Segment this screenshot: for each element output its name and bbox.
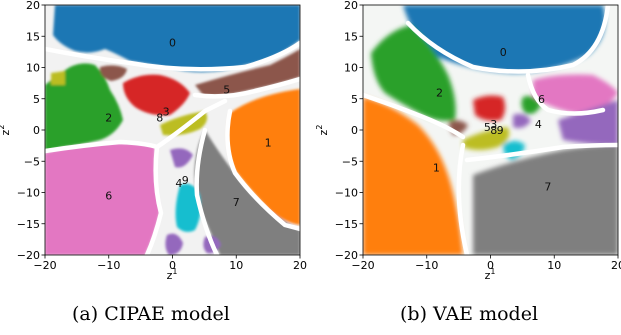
panel-b-ylabel: z2 (315, 125, 330, 136)
caption-b: (b) VAE model (400, 303, 539, 325)
class-label-3: 3 (490, 118, 497, 131)
panel-a-regions (45, 5, 300, 255)
region-b-8 (463, 127, 510, 150)
class-label-1: 1 (433, 162, 440, 175)
region-a-3 (123, 74, 190, 116)
panel-b-xlabel: z1 (485, 267, 496, 282)
class-label-8: 8 (490, 124, 497, 137)
x-tick-label: 0 (487, 259, 494, 272)
region-a-8b (51, 71, 65, 85)
class-label-2: 2 (436, 87, 443, 100)
y-tick-label: −10 (335, 187, 358, 200)
y-tick-label: −5 (342, 155, 358, 168)
class-label-0: 0 (500, 46, 507, 59)
y-tick-label: −10 (17, 187, 40, 200)
x-tick-label: 20 (611, 259, 621, 272)
region-a-9 (175, 183, 201, 232)
class-label-1: 1 (265, 137, 272, 150)
x-tick-label: 20 (293, 259, 307, 272)
panel-b-regions (363, 5, 618, 255)
panel-b-class-labels: 0 1 2 3 4 5 6 7 8 9 (433, 46, 552, 193)
y-tick-label: −5 (24, 155, 40, 168)
region-a-5 (195, 49, 300, 96)
region-a-2 (45, 63, 123, 151)
y-tick-label: 10 (26, 62, 40, 75)
y-tick-label: −20 (17, 249, 40, 262)
y-tick-label: 0 (33, 124, 40, 137)
x-tick-label: −10 (97, 259, 120, 272)
caption-a: (a) CIPAE model (72, 303, 230, 325)
class-label-9: 9 (182, 174, 189, 187)
region-b-3 (473, 95, 506, 121)
panel-a-ylabel: z2 (0, 125, 12, 136)
region-a-0 (53, 5, 300, 73)
panel-b: −20 −10 0 10 20 −20 −15 −10 −5 0 5 10 15 20 0 1 2 3 4 5 6 7 8… (315, 0, 621, 282)
region-a-7 (194, 130, 300, 255)
class-label-5: 5 (484, 121, 491, 134)
panel-b-boundaries (363, 5, 618, 255)
region-b-2 (371, 25, 456, 121)
class-label-6: 6 (538, 93, 545, 106)
x-tick-label: −20 (33, 259, 56, 272)
panel-a-xlabel: z1 (167, 267, 178, 282)
class-label-2: 2 (105, 112, 112, 125)
class-label-0: 0 (169, 37, 176, 50)
x-tick-label: 10 (229, 259, 243, 272)
y-tick-label: 20 (344, 0, 358, 12)
region-a-5b (99, 65, 127, 81)
x-tick-label: −10 (415, 259, 438, 272)
x-tick-label: −20 (351, 259, 374, 272)
y-tick-label: 5 (351, 93, 358, 106)
class-label-7: 7 (544, 180, 551, 193)
class-label-6: 6 (105, 190, 112, 203)
region-a-6 (45, 143, 160, 255)
panel-a-class-labels: 0 1 2 3 4 5 6 7 8 9 (105, 37, 271, 209)
region-b-1 (363, 97, 463, 255)
class-label-9: 9 (497, 124, 504, 137)
panel-a-boundaries (45, 40, 300, 255)
region-a-4 (165, 233, 183, 255)
x-tick-label: 10 (547, 259, 561, 272)
y-tick-label: 5 (33, 93, 40, 106)
region-b-7 (473, 145, 618, 255)
y-tick-label: 0 (351, 124, 358, 137)
panel-a: −20 −10 0 10 20 −20 −15 −10 −5 0 5 10 15 20 0 1 2 3 4 5 6 7 8… (0, 0, 307, 282)
region-a-1 (227, 89, 300, 225)
class-label-8: 8 (156, 112, 163, 125)
region-a-4c (170, 148, 193, 168)
y-tick-label: 15 (344, 30, 358, 43)
x-tick-label: 0 (169, 259, 176, 272)
class-label-7: 7 (233, 196, 240, 209)
y-tick-label: 20 (26, 0, 40, 12)
class-label-5: 5 (223, 83, 230, 96)
class-label-4: 4 (175, 177, 182, 190)
class-label-3: 3 (163, 105, 170, 118)
y-tick-label: −20 (335, 249, 358, 262)
region-b-6 (533, 74, 618, 114)
y-tick-label: −15 (17, 218, 40, 231)
y-tick-label: 10 (344, 62, 358, 75)
y-tick-label: 15 (26, 30, 40, 43)
class-label-4: 4 (535, 118, 542, 131)
region-b-4b (513, 113, 531, 129)
y-tick-label: −15 (335, 218, 358, 231)
